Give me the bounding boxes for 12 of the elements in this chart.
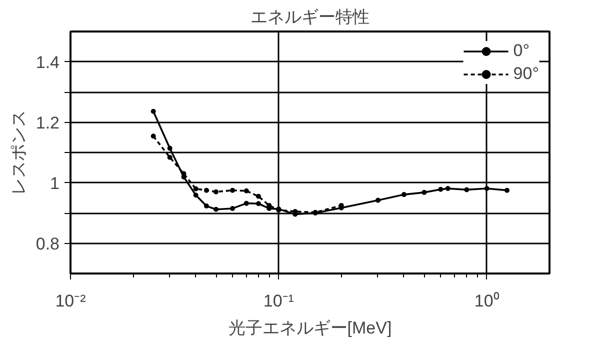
legend-label: 0° <box>513 41 531 61</box>
chart-title: エネルギー特性 <box>250 8 370 26</box>
y-tick-label: 1 <box>50 174 60 193</box>
x-tick-label: 10⁰ <box>474 292 500 310</box>
y-tick-label: 1.4 <box>36 52 60 72</box>
legend-label: 90° <box>513 64 539 84</box>
y-axis-title: レスポンス <box>8 110 28 195</box>
y-tick-label: 0.8 <box>36 234 60 254</box>
x-tick-label: 10⁻² <box>55 292 86 310</box>
x-axis-title: 光子エネルギー[MeV] <box>228 318 392 338</box>
y-tick-label: 1.2 <box>36 113 60 132</box>
x-tick-label: 10⁻¹ <box>263 292 294 310</box>
